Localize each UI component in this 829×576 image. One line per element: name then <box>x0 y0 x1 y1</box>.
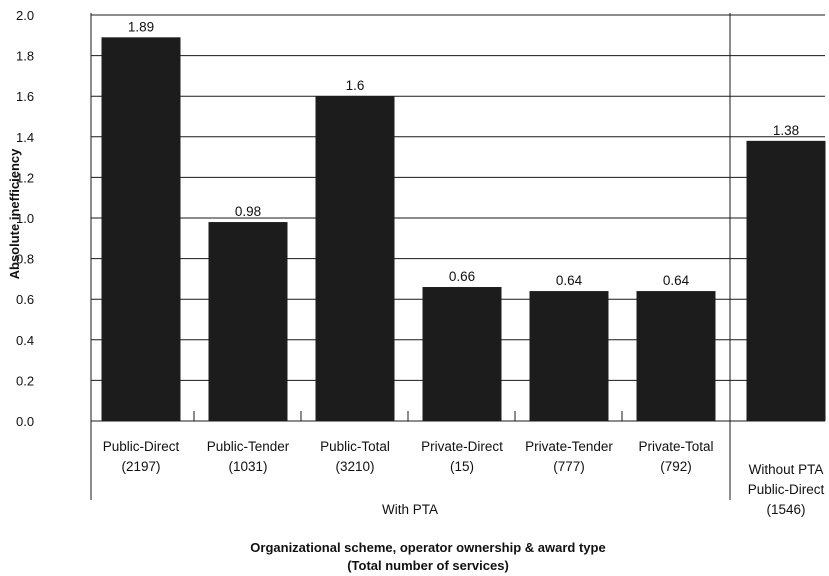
y-tick-label: 1.4 <box>16 130 34 145</box>
group-label: Without PTA <box>749 462 824 477</box>
group-label: With PTA <box>382 502 438 517</box>
category-label: Public-Direct <box>748 482 825 497</box>
y-tick-label: 1.2 <box>16 170 34 185</box>
category-label: Private-Direct <box>421 439 503 454</box>
y-tick-label: 2.0 <box>16 8 34 23</box>
y-axis-title: Absolute inefficiency <box>7 148 22 280</box>
data-label: 1.89 <box>128 19 154 34</box>
bar <box>101 37 181 421</box>
category-count-label: (1546) <box>766 502 805 517</box>
category-count-label: (3210) <box>335 459 374 474</box>
y-tick-label: 1.8 <box>16 49 34 64</box>
bar <box>315 96 395 421</box>
category-label: Public-Total <box>320 439 390 454</box>
y-tick-label: 1.0 <box>16 211 34 226</box>
data-label: 0.98 <box>235 204 261 219</box>
bar <box>422 287 502 421</box>
bar <box>529 291 609 421</box>
category-count-label: (1031) <box>228 459 267 474</box>
y-tick-label: 0.2 <box>16 373 34 388</box>
y-tick-label: 0.4 <box>16 333 34 348</box>
category-label: Private-Total <box>638 439 713 454</box>
category-count-label: (2197) <box>121 459 160 474</box>
x-axis-title: Organizational scheme, operator ownershi… <box>250 540 605 555</box>
bar <box>746 140 826 422</box>
bar <box>208 222 288 421</box>
data-label: 0.64 <box>663 273 690 288</box>
y-tick-label: 0.6 <box>16 292 34 307</box>
axis-layer <box>90 13 731 500</box>
bar <box>636 291 716 421</box>
data-label: 1.38 <box>773 123 799 138</box>
y-tick-label: 0.8 <box>16 252 34 267</box>
data-label: 1.6 <box>346 78 365 93</box>
category-count-label: (15) <box>450 459 474 474</box>
category-label: Public-Direct <box>103 439 180 454</box>
bar-layer <box>101 37 826 422</box>
data-label: 0.66 <box>449 269 475 284</box>
category-count-label: (777) <box>553 459 585 474</box>
x-axis-subtitle: (Total number of services) <box>347 558 509 573</box>
category-label: Public-Tender <box>207 439 290 454</box>
category-count-label: (792) <box>660 459 692 474</box>
y-tick-label: 0.0 <box>16 414 34 429</box>
data-label: 0.64 <box>556 273 583 288</box>
category-label: Private-Tender <box>525 439 613 454</box>
y-tick-label: 1.6 <box>16 89 34 104</box>
label-layer: 0.0 0.2 0.4 0.6 0.8 1.0 1.2 1.4 1.6 1.8 2.0 1.89 0.9… <box>16 8 825 517</box>
